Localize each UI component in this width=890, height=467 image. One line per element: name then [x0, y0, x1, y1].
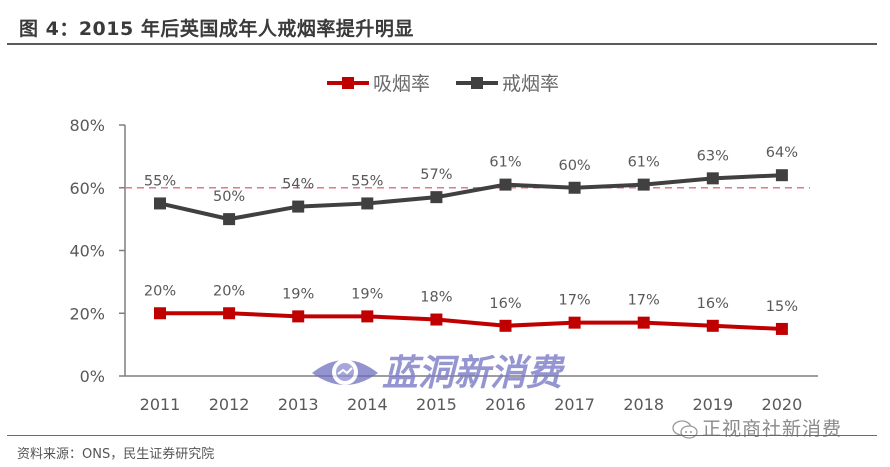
data-label: 60% [558, 158, 590, 174]
y-tick-label: 0% [80, 367, 105, 386]
data-marker [568, 316, 581, 329]
brand-watermark-text: 蓝洞新消费 [382, 353, 566, 394]
data-label: 61% [489, 155, 521, 171]
data-marker [706, 319, 719, 332]
data-label: 54% [282, 177, 314, 193]
series-line-quit [159, 173, 782, 222]
data-label: 20% [144, 283, 176, 299]
data-marker [292, 200, 305, 213]
data-marker [361, 310, 374, 323]
data-marker [430, 313, 443, 326]
x-tick-label: 2015 [416, 395, 457, 414]
data-marker [775, 322, 788, 335]
data-marker [568, 181, 581, 194]
data-marker [154, 197, 166, 210]
data-marker [637, 178, 650, 191]
wechat-watermark-text: 正视商社新消费 [702, 418, 843, 440]
x-tick-label: 2018 [623, 395, 664, 414]
y-tick-label: 60% [69, 179, 105, 198]
data-label: 63% [697, 148, 729, 164]
y-tick-label: 40% [69, 242, 105, 261]
data-marker [223, 307, 236, 320]
x-tick-label: 2013 [278, 395, 319, 414]
data-label: 19% [351, 286, 383, 302]
x-tick-label: 2020 [762, 395, 803, 414]
legend-label: 吸烟率 [373, 73, 430, 95]
data-marker [637, 316, 650, 329]
data-label: 16% [697, 296, 729, 312]
data-marker [223, 213, 236, 226]
x-tick-label: 2019 [692, 395, 733, 414]
legend-label: 戒烟率 [502, 73, 559, 95]
data-marker [292, 310, 305, 323]
data-marker [499, 319, 512, 332]
data-label: 50% [213, 189, 245, 205]
data-label: 17% [628, 293, 660, 309]
legend-marker [471, 77, 483, 89]
data-label: 18% [420, 290, 452, 306]
x-tick-label: 2014 [347, 395, 388, 414]
data-marker [361, 197, 374, 210]
chart-title: 图 4：2015 年后英国成年人戒烟率提升明显 [19, 18, 414, 40]
data-label: 19% [282, 286, 314, 302]
data-label: 16% [489, 296, 521, 312]
data-marker [430, 191, 443, 204]
data-label: 61% [628, 155, 660, 171]
data-label: 15% [766, 299, 798, 315]
data-label: 55% [144, 173, 176, 189]
wechat-watermark: 正视商社新消费 [672, 414, 842, 441]
data-label: 20% [213, 283, 245, 299]
brand-watermark: 蓝洞新消费 [310, 345, 580, 399]
legend-marker [342, 77, 354, 89]
data-marker [499, 178, 512, 191]
data-marker [706, 172, 719, 185]
eye-logo-icon [312, 359, 378, 385]
title-divider [7, 43, 877, 45]
footer-divider [7, 435, 877, 436]
data-label: 17% [558, 293, 590, 309]
data-label: 64% [766, 145, 798, 161]
x-tick-label: 2017 [554, 395, 595, 414]
y-tick-label: 20% [69, 304, 105, 323]
x-tick-label: 2016 [485, 395, 526, 414]
wechat-icon [672, 419, 698, 439]
data-marker [775, 169, 788, 182]
series-line-smoking [160, 311, 782, 331]
x-tick-label: 2012 [209, 395, 250, 414]
source-note: 资料来源：ONS，民生证券研究院 [17, 447, 215, 462]
data-label: 55% [351, 173, 383, 189]
x-tick-label: 2011 [140, 395, 181, 414]
data-label: 57% [420, 167, 452, 183]
data-marker [154, 307, 166, 320]
y-tick-label: 80% [69, 116, 105, 135]
